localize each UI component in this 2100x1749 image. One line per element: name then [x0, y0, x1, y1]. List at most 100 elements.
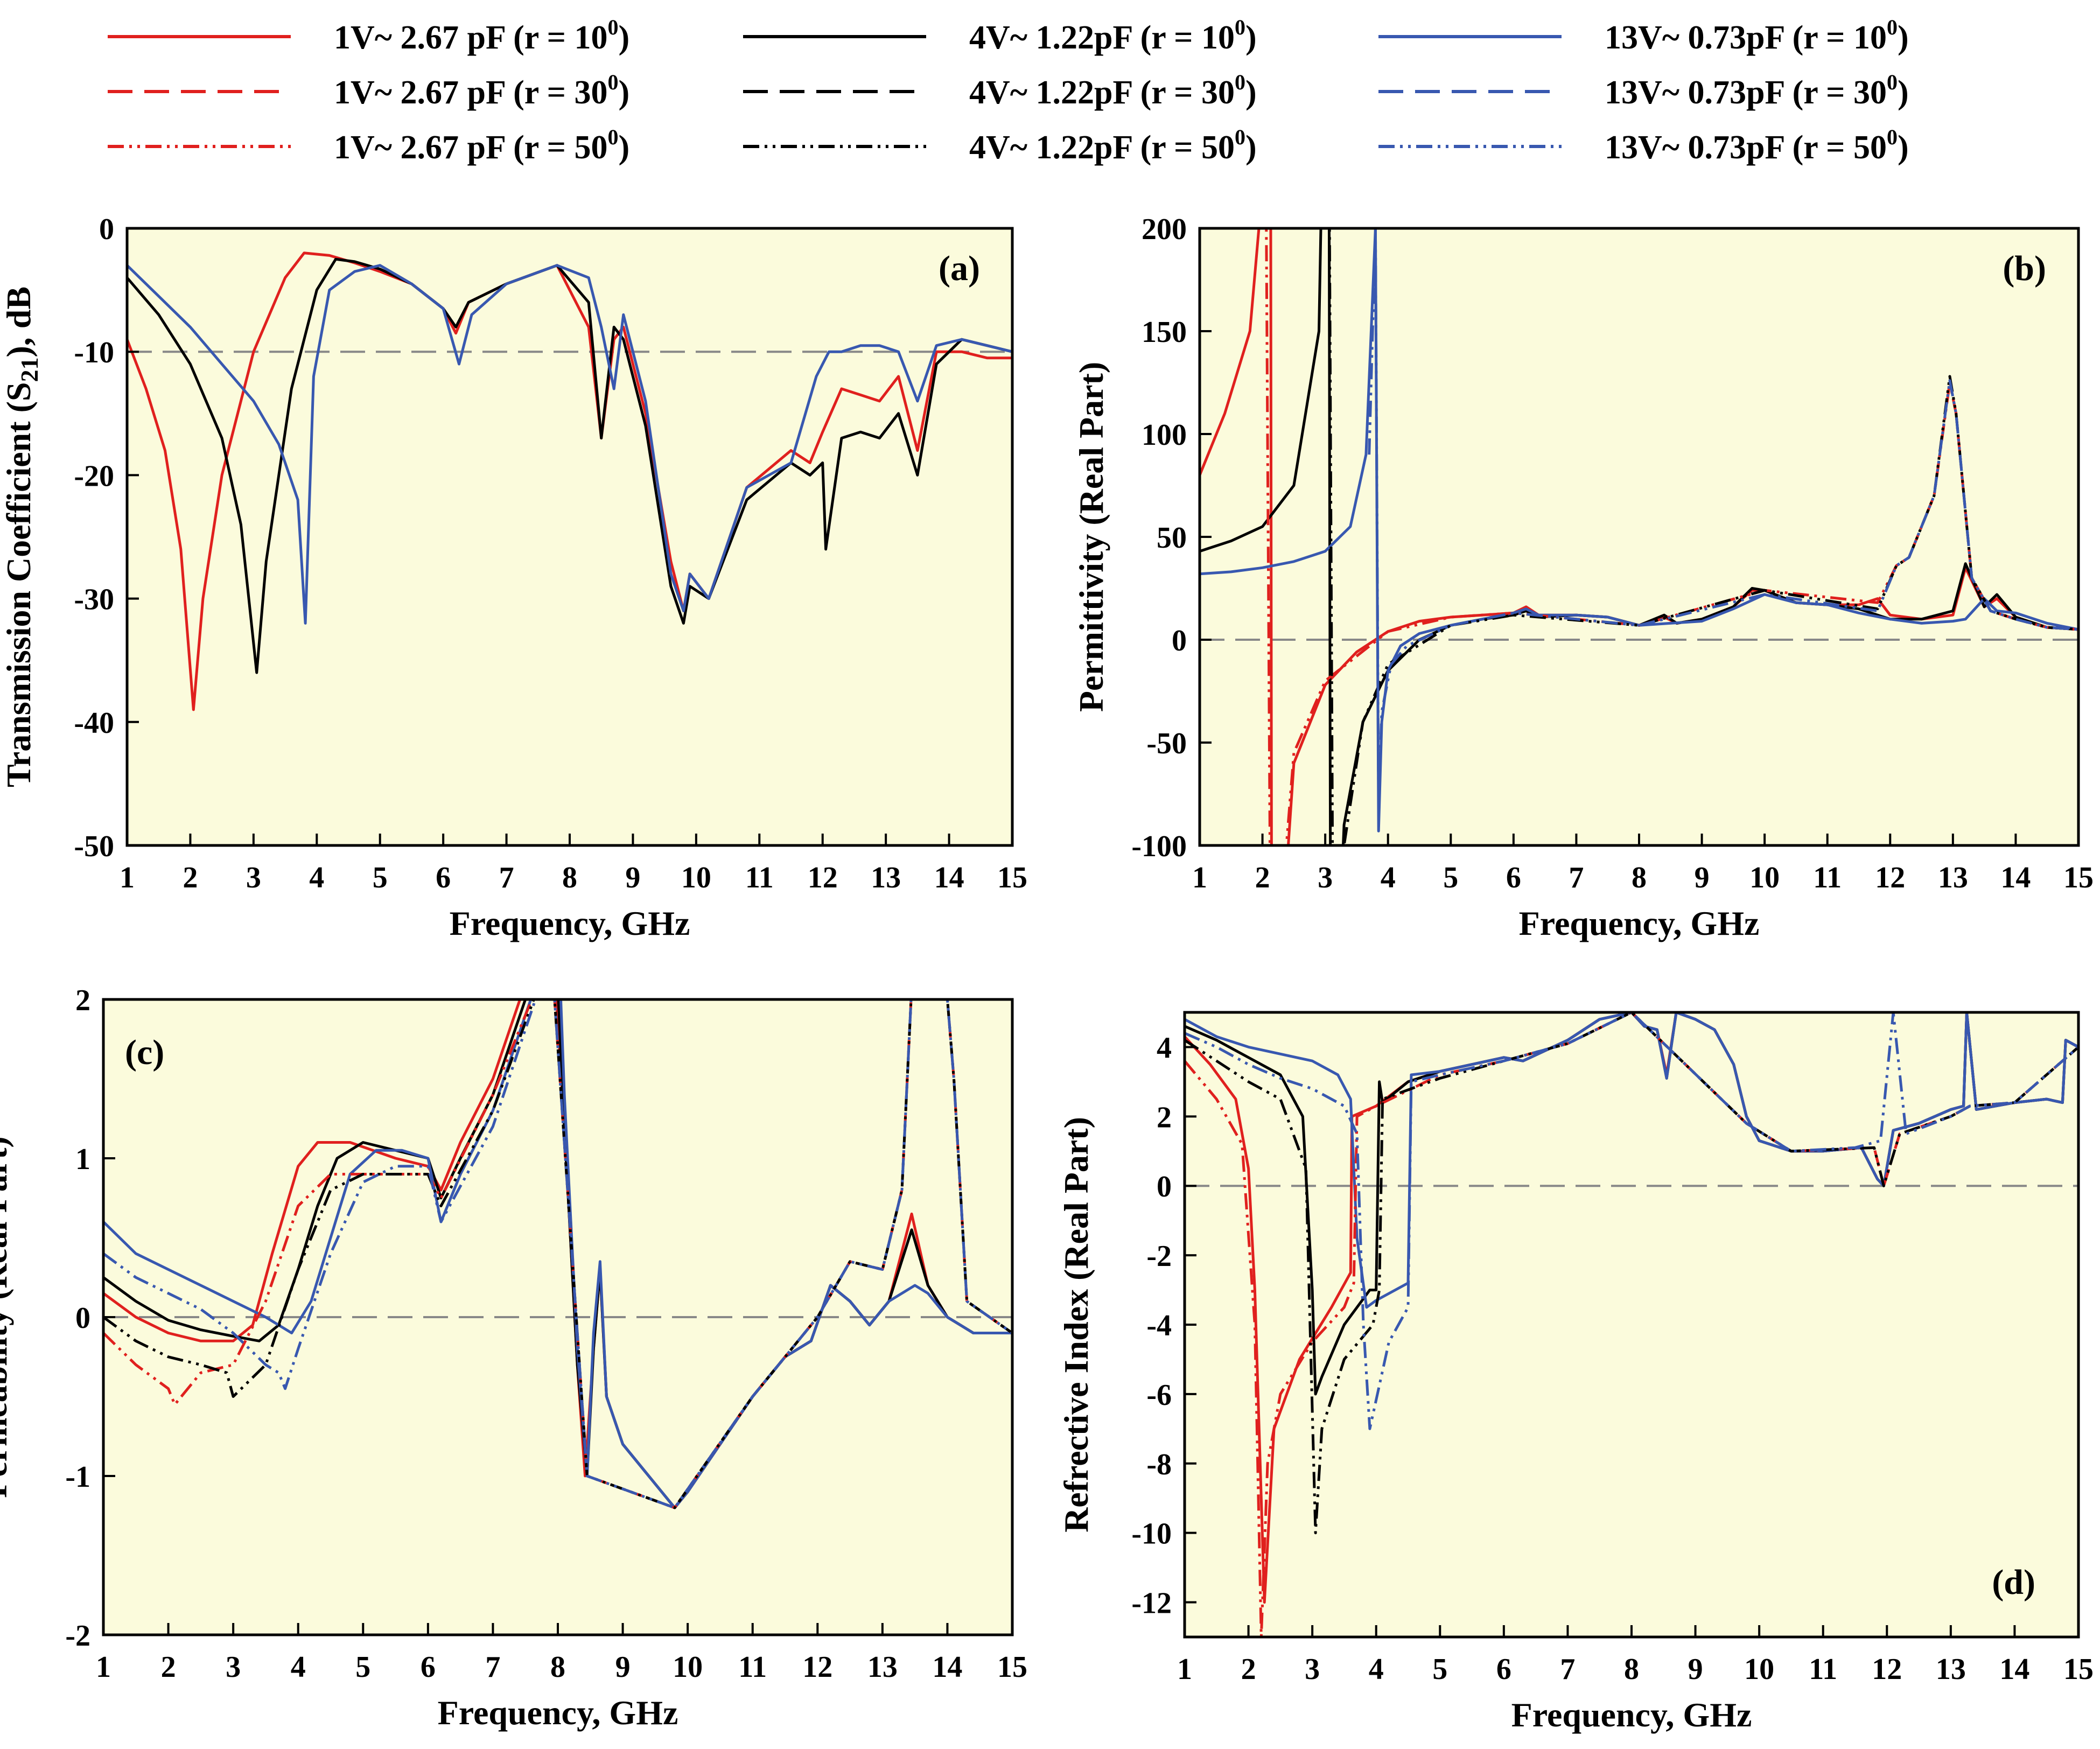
series-group	[127, 251, 1012, 711]
legend-label: 4V~ 1.22pF (r = 500)	[969, 125, 1257, 166]
chart-panel-a: 1 2 3 4 5 6 7 8 9 10 11 12 13 14 150-10-20-30-40-50Fre…	[0, 213, 1027, 942]
x-tick-label: 3	[226, 1650, 241, 1684]
x-tick-label: 2	[1241, 1653, 1256, 1686]
x-tick-label: 3	[1318, 861, 1333, 894]
x-tick-label: 15	[997, 861, 1027, 894]
legend-label: 13V~ 0.73pF (r = 500)	[1605, 125, 1909, 166]
x-tick-label: 5	[355, 1650, 370, 1684]
series-group	[1200, 228, 2078, 845]
y-tick-label: -8	[1146, 1448, 1172, 1481]
series-group	[1185, 1012, 2078, 1637]
x-tick-label: 11	[1813, 861, 1842, 894]
x-tick-label: 11	[1809, 1653, 1837, 1686]
x-tick-label: 8	[550, 1650, 565, 1684]
x-tick-label: 10	[1744, 1653, 1774, 1686]
x-tick-label: 5	[1443, 861, 1458, 894]
y-tick-label: 2	[75, 984, 90, 1017]
plot-area	[127, 228, 1012, 845]
x-tick-label: 14	[1999, 1653, 2029, 1686]
x-tick-label: 4	[309, 861, 324, 894]
y-tick-label: 2	[1157, 1101, 1172, 1134]
y-axis-label: Transmission Coefficient (S21), dB	[0, 286, 43, 787]
legend-entry: 13V~ 0.73pF (r = 500)	[1378, 125, 1909, 166]
x-tick-label: 9	[625, 861, 640, 894]
legend-entry: 13V~ 0.73pF (r = 100)	[1378, 15, 1909, 56]
legend-label: 1V~ 2.67 pF (r = 300)	[334, 70, 629, 111]
y-tick-label: 100	[1142, 418, 1187, 452]
legend-entry: 13V~ 0.73pF (r = 300)	[1378, 70, 1909, 111]
y-tick-label: -2	[65, 1619, 90, 1653]
x-axis-label: Frequency, GHz	[438, 1694, 678, 1732]
y-tick-label: -10	[74, 336, 114, 369]
x-tick-label: 3	[1305, 1653, 1320, 1686]
x-tick-label: 10	[673, 1650, 703, 1684]
panel-tag: (c)	[125, 1033, 164, 1072]
chart-panel-d: 1 2 3 4 5 6 7 8 9 10 11 12 13 14 15420-2-4-6-8-10-12Fr…	[1057, 1011, 2094, 1734]
x-tick-label: 7	[499, 861, 514, 894]
legend-entry: 1V~ 2.67 pF (r = 300)	[108, 70, 629, 111]
y-tick-label: 150	[1142, 316, 1187, 349]
x-tick-label: 2	[161, 1650, 176, 1684]
series-line-black-solid	[127, 257, 1012, 674]
y-tick-label: -40	[74, 706, 114, 740]
x-tick-label: 9	[1688, 1653, 1703, 1686]
x-tick-label: 9	[1695, 861, 1710, 894]
x-tick-label: 8	[562, 861, 577, 894]
y-tick-label: 50	[1157, 521, 1187, 555]
x-tick-label: 1	[96, 1650, 111, 1684]
x-tick-label: 14	[2000, 861, 2031, 894]
x-tick-label: 1	[1177, 1653, 1192, 1686]
panel-tag: (b)	[2003, 249, 2046, 288]
panel-tag: (a)	[939, 249, 980, 288]
series-line-red-dashdot	[1185, 1012, 2078, 1637]
x-tick-label: 4	[1381, 861, 1396, 894]
series-line-blue-dashdot	[1368, 228, 2078, 806]
chart-panel-b: 1 2 3 4 5 6 7 8 9 10 11 12 13 14 15200150100500-50-100…	[1072, 213, 2094, 942]
x-tick-label: 8	[1624, 1653, 1639, 1686]
y-tick-label: -50	[1146, 727, 1187, 760]
series-line-blue-solid	[1200, 228, 2078, 832]
legend-label: 4V~ 1.22pF (r = 300)	[969, 70, 1257, 111]
x-tick-label: 6	[421, 1650, 436, 1684]
x-tick-label: 9	[615, 1650, 631, 1684]
panel-tag: (d)	[1992, 1563, 2035, 1602]
legend-entry: 1V~ 2.67 pF (r = 100)	[108, 15, 629, 56]
series-line-black-dashdot	[1185, 1012, 2078, 1535]
x-tick-label: 11	[745, 861, 774, 894]
y-tick-label: -30	[74, 583, 114, 617]
x-tick-label: 6	[436, 861, 451, 894]
x-tick-label: 10	[681, 861, 711, 894]
x-tick-label: 7	[1560, 1653, 1575, 1686]
x-tick-label: 11	[738, 1650, 767, 1684]
legend-label: 13V~ 0.73pF (r = 300)	[1605, 70, 1909, 111]
legend-entry: 4V~ 1.22pF (r = 500)	[743, 125, 1257, 166]
x-tick-label: 7	[485, 1650, 500, 1684]
x-tick-label: 7	[1569, 861, 1584, 894]
y-tick-label: -10	[1131, 1517, 1172, 1551]
y-axis-label: Permittivity (Real Part)	[1072, 362, 1110, 712]
x-tick-label: 12	[802, 1650, 832, 1684]
legend-entry: 1V~ 2.67 pF (r = 500)	[108, 125, 629, 166]
y-axis-label: Permeability (Real Part)	[0, 1136, 14, 1498]
series-line-black-dashdot	[1328, 228, 2078, 845]
y-tick-label: -1	[65, 1460, 90, 1494]
x-tick-label: 15	[997, 1650, 1027, 1684]
x-tick-label: 13	[1936, 1653, 1966, 1686]
y-tick-label: -20	[74, 459, 114, 493]
y-tick-label: 200	[1142, 213, 1187, 246]
x-tick-label: 8	[1632, 861, 1647, 894]
legend-entry: 4V~ 1.22pF (r = 100)	[743, 15, 1257, 56]
x-tick-label: 12	[1872, 1653, 1902, 1686]
x-tick-label: 4	[1369, 1653, 1384, 1686]
y-tick-label: -100	[1131, 830, 1187, 863]
legend: 1V~ 2.67 pF (r = 100) 4V~ 1.22pF (r = 100…	[108, 15, 1909, 166]
series-line-blue-dashdot	[1185, 1012, 2078, 1430]
y-tick-label: 0	[1157, 1170, 1172, 1204]
x-tick-label: 13	[1938, 861, 1968, 894]
x-tick-label: 4	[291, 1650, 306, 1684]
x-axis-label: Frequency, GHz	[450, 904, 690, 942]
x-tick-label: 12	[808, 861, 838, 894]
